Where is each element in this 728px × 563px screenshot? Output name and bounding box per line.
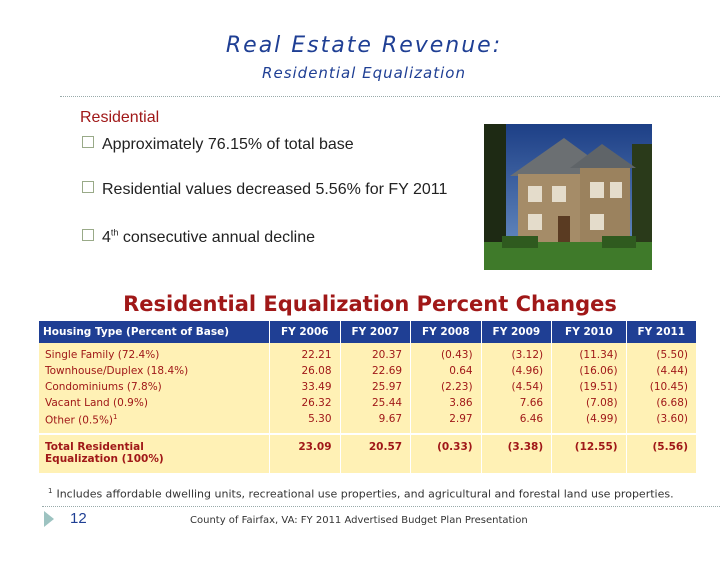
column-header: FY 2006 [269,321,341,343]
checkbox-bullet-icon [82,181,94,193]
column-header: FY 2007 [339,321,411,343]
equalization-table: Housing Type (Percent of Base) FY 2006 F… [39,321,696,473]
value-cell: (5.50) [625,343,696,363]
value-cell: 9.67 [339,411,411,434]
table-row: Townhouse/Duplex (18.4%) 26.08 22.69 0.6… [39,363,696,379]
value-cell: 26.08 [269,363,341,379]
value-cell: 25.44 [339,395,411,411]
total-value-cell: (0.33) [410,432,482,473]
housing-type-cell: Single Family (72.4%) [39,343,270,363]
column-header: FY 2010 [551,321,627,343]
value-cell: (11.34) [551,343,627,363]
footer-divider [42,506,720,507]
housing-type-cell: Other (0.5%)1 [39,411,270,434]
footnote-marker: 1 [48,487,53,495]
value-cell: 20.37 [339,343,411,363]
total-value-cell: (12.55) [551,432,627,473]
total-value-cell: (5.56) [625,432,696,473]
value-cell: 0.64 [410,363,482,379]
footer-text: County of Fairfax, VA: FY 2011 Advertise… [190,515,528,526]
slide-title: Real Estate Revenue: [225,33,503,58]
table-row: Vacant Land (0.9%) 26.32 25.44 3.86 7.66… [39,395,696,411]
value-cell: (3.60) [625,411,696,434]
column-header: Housing Type (Percent of Base) [39,321,270,343]
value-cell: 22.21 [269,343,341,363]
total-value-cell: 23.09 [269,432,341,473]
value-cell: 7.66 [480,395,552,411]
checkbox-bullet-icon [82,136,94,148]
value-cell: 25.97 [339,379,411,395]
table-row: Condominiums (7.8%) 33.49 25.97 (2.23) (… [39,379,696,395]
housing-type-cell: Condominiums (7.8%) [39,379,270,395]
section-label: Residential [80,109,160,126]
footnote: 1 Includes affordable dwelling units, rec… [48,487,674,501]
table-header-row: Housing Type (Percent of Base) FY 2006 F… [39,321,696,343]
bullet-text: Residential values decreased 5.56% for F… [102,181,448,198]
value-cell: 33.49 [269,379,341,395]
value-cell: (7.08) [551,395,627,411]
value-cell: (19.51) [551,379,627,395]
total-label-cell: Total Residential Equalization (100%) [39,432,270,473]
bullet-item: Approximately 76.15% of total base [82,136,354,154]
column-header: FY 2011 [625,321,696,343]
footnote-marker: 1 [113,413,118,421]
house-photo [484,124,652,270]
value-cell: 26.32 [269,395,341,411]
value-cell: (10.45) [625,379,696,395]
housing-type-cell: Vacant Land (0.9%) [39,395,270,411]
value-cell: (4.44) [625,363,696,379]
value-cell: 22.69 [339,363,411,379]
value-cell: (4.54) [480,379,552,395]
value-cell: 5.30 [269,411,341,434]
housing-type-cell: Townhouse/Duplex (18.4%) [39,363,270,379]
value-cell: (3.12) [480,343,552,363]
value-cell: (2.23) [410,379,482,395]
value-cell: 2.97 [410,411,482,434]
bullet-text: Approximately 76.15% of total base [102,136,354,153]
value-cell: (4.96) [480,363,552,379]
footnote-text: Includes affordable dwelling units, recr… [56,487,674,501]
slide-subtitle: Residential Equalization [262,64,466,82]
header-divider [60,96,720,97]
column-header: FY 2008 [410,321,482,343]
bullet-text: 4th consecutive annual decline [102,228,315,247]
value-cell: (16.06) [551,363,627,379]
table-row: Other (0.5%)1 5.30 9.67 2.97 6.46 (4.99)… [39,411,696,434]
value-cell: (6.68) [625,395,696,411]
total-value-cell: (3.38) [480,432,552,473]
bullet-item: 4th consecutive annual decline [82,228,315,247]
value-cell: 3.86 [410,395,482,411]
total-value-cell: 20.57 [339,432,411,473]
checkbox-bullet-icon [82,229,94,242]
value-cell: (0.43) [410,343,482,363]
total-row: Total Residential Equalization (100%) 23.… [39,432,696,473]
value-cell: 6.46 [480,411,552,434]
chevron-right-icon [44,511,54,527]
bullet-item: Residential values decreased 5.56% for F… [82,181,447,199]
page-number: 12 [70,510,87,527]
table-row: Single Family (72.4%) 22.21 20.37 (0.43)… [39,343,696,363]
column-header: FY 2009 [480,321,552,343]
table-title: Residential Equalization Percent Changes [123,292,617,316]
value-cell: (4.99) [551,411,627,434]
